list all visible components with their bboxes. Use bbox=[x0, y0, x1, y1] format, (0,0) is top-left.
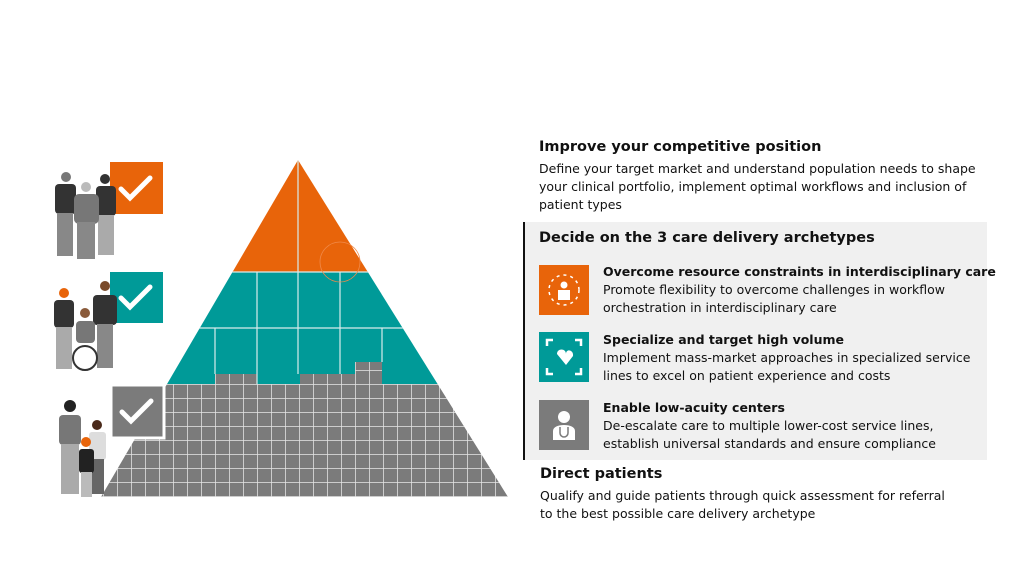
archetype-3-title: Enable low-acuity centers bbox=[603, 400, 785, 415]
archetypes-title: Decide on the 3 care delivery archetypes bbox=[539, 230, 875, 246]
people-group-family-icon bbox=[59, 400, 106, 497]
archetype-3-body: De-escalate care to multiple lower-cost … bbox=[603, 418, 936, 451]
archetype-2-body: Implement mass-market approaches in spec… bbox=[603, 350, 971, 383]
people-group-elderly-icon bbox=[55, 172, 116, 259]
archetype-1-body: Promote flexibility to overcome challeng… bbox=[603, 282, 946, 315]
heart-scan-icon bbox=[539, 332, 589, 382]
check-box-teal bbox=[110, 272, 163, 323]
competitive-body: Define your target market and understand… bbox=[539, 161, 976, 212]
check-box-gray bbox=[109, 383, 166, 440]
check-box-orange bbox=[110, 162, 163, 214]
people-network-icon bbox=[539, 265, 589, 315]
doctor-stethoscope-icon bbox=[539, 400, 589, 450]
direct-body: Qualify and guide patients through quick… bbox=[540, 488, 945, 521]
care-pyramid bbox=[54, 160, 508, 497]
archetype-1-title: Overcome resource constraints in interdi… bbox=[603, 264, 996, 279]
people-group-wheelchair-icon bbox=[54, 281, 117, 371]
archetypes-panel bbox=[523, 222, 987, 460]
competitive-title: Improve your competitive position bbox=[539, 139, 822, 155]
archetype-2-title: Specialize and target high volume bbox=[603, 332, 844, 347]
direct-title: Direct patients bbox=[540, 466, 663, 482]
